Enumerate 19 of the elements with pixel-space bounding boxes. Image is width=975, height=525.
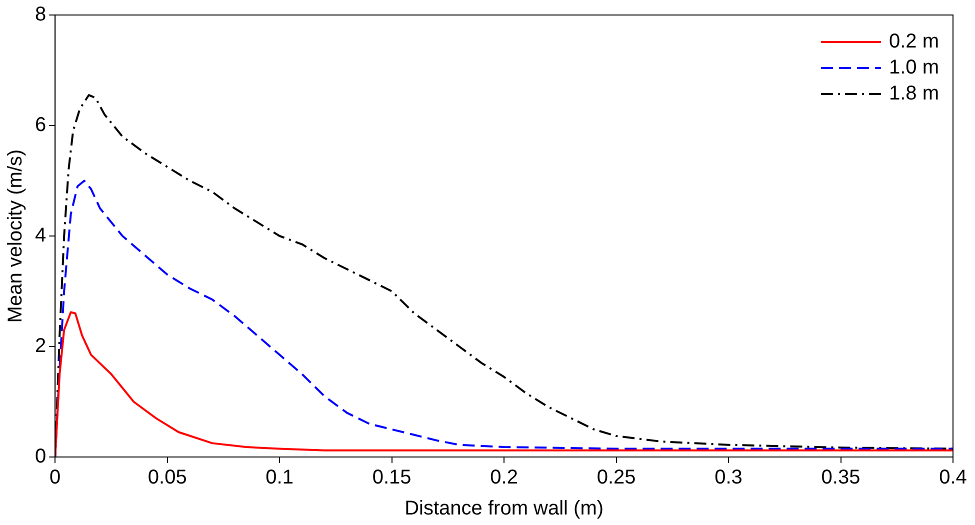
x-tick-label: 0.15 [372, 466, 412, 489]
y-tick-label: 8 [35, 4, 46, 26]
x-tick-label: 0.1 [266, 466, 294, 489]
x-tick-label: 0 [50, 466, 61, 489]
y-tick-label: 0 [35, 446, 46, 468]
x-tick-label: 0.2 [490, 466, 518, 489]
x-tick-label: 0.35 [821, 466, 860, 489]
y-tick-label: 2 [35, 335, 46, 358]
legend-label: 1.0 m [888, 56, 940, 79]
legend-label: 0.2 m [888, 30, 940, 53]
x-tick-label: 0.4 [939, 466, 967, 489]
legend-label: 1.8 m [888, 82, 940, 105]
x-tick-label: 0.05 [148, 466, 187, 489]
y-tick-label: 4 [35, 224, 46, 247]
y-axis-title: Mean velocity (m/s) [4, 149, 27, 323]
x-tick-label: 0.25 [596, 466, 636, 489]
y-tick-label: 6 [35, 114, 46, 136]
x-axis-title: Distance from wall (m) [404, 498, 604, 520]
x-tick-label: 0.3 [714, 466, 742, 489]
